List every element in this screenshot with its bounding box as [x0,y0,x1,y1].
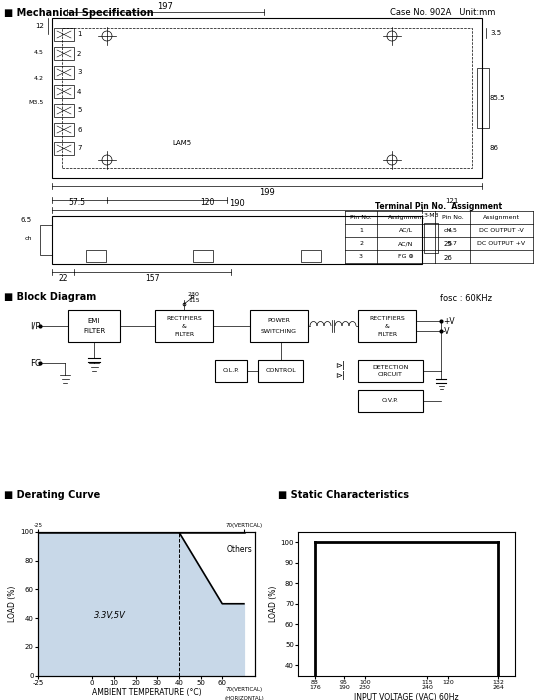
X-axis label: AMBIENT TEMPERATURE (°C): AMBIENT TEMPERATURE (°C) [92,688,201,697]
Y-axis label: LOAD (%): LOAD (%) [269,586,278,622]
Text: Others: Others [227,545,253,554]
X-axis label: INPUT VOLTAGE (VAC) 60Hz: INPUT VOLTAGE (VAC) 60Hz [354,693,459,700]
Y-axis label: LOAD (%): LOAD (%) [9,586,17,622]
Text: 3.3V,5V: 3.3V,5V [94,610,125,620]
Text: (HORIZONTAL): (HORIZONTAL) [224,696,264,700]
Text: 70(VERTICAL): 70(VERTICAL) [225,687,262,692]
